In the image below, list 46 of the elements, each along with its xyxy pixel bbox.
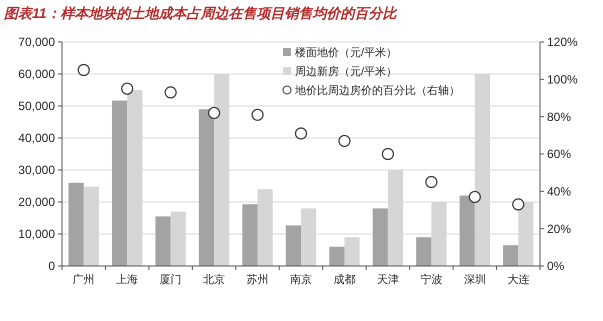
- x-tick-label: 大连: [507, 273, 530, 286]
- bar: [503, 245, 518, 266]
- y2-tick-label: 120%: [547, 35, 578, 50]
- x-tick-label: 南京: [290, 273, 312, 286]
- y-tick-label: 0: [48, 259, 56, 274]
- y-tick-label: 10,000: [18, 227, 56, 242]
- point: [121, 82, 134, 95]
- y-tick-label: 20,000: [18, 195, 56, 210]
- y2-tick-label: 40%: [547, 184, 572, 199]
- legend-label: 楼面地价（元/平米）: [295, 46, 398, 59]
- legend-label: 周边新房（元/平米）: [295, 64, 398, 78]
- x-tick-label: 广州: [72, 273, 95, 286]
- y-tick-label: 30,000: [18, 163, 56, 178]
- bar: [372, 208, 388, 266]
- bar: [286, 225, 301, 266]
- bar: [329, 246, 344, 266]
- point: [208, 106, 220, 120]
- x-tick-label: 北京: [203, 273, 226, 286]
- point: [512, 198, 524, 210]
- bar: [460, 196, 475, 266]
- x-tick-label: 宁波: [420, 273, 442, 286]
- bar: [198, 109, 214, 266]
- y2-tick-label: 60%: [547, 147, 572, 162]
- bar: [155, 216, 171, 266]
- x-tick-label: 成都: [333, 273, 356, 286]
- y2-tick-label: 80%: [547, 110, 572, 124]
- bar: [242, 204, 258, 266]
- chart-title: 图表11：样本地块的土地成本占周边在售项目销售均价的百分比: [4, 5, 399, 21]
- bar: [344, 237, 360, 266]
- y2-tick-label: 0%: [547, 259, 565, 274]
- x-tick-label: 厦门: [160, 273, 182, 286]
- x-tick-label: 深圳: [464, 273, 486, 286]
- x-tick-label: 苏州: [246, 273, 269, 286]
- bar: [112, 100, 128, 266]
- y-tick-label: 40,000: [18, 131, 56, 146]
- bar: [68, 182, 84, 266]
- x-tick-label: 天津: [376, 273, 399, 286]
- x-tick-label: 上海: [116, 273, 138, 286]
- y-tick-label: 50,000: [18, 99, 56, 114]
- y2-tick-label: 20%: [547, 222, 572, 236]
- legend-label: 地价比周边房价的百分比（右轴）: [294, 84, 460, 97]
- y-tick-label: 70,000: [18, 35, 56, 50]
- y2-tick-label: 100%: [547, 72, 578, 87]
- bar: [416, 237, 432, 266]
- point: [468, 190, 481, 204]
- y-tick-label: 60,000: [18, 67, 56, 82]
